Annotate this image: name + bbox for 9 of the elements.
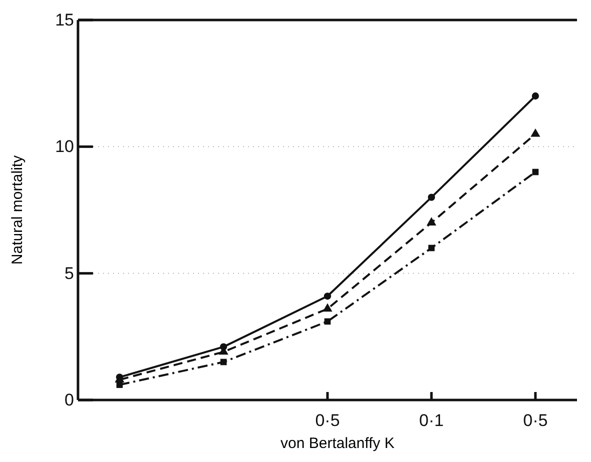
y-tick-label: 10 xyxy=(55,137,74,156)
x-tick-label: 0·5 xyxy=(315,411,340,430)
x-tick-label: 0·5 xyxy=(523,411,548,430)
y-tick-label: 15 xyxy=(55,10,74,30)
x-tick-label: 0·1 xyxy=(419,411,444,430)
y-tick-label: 0 xyxy=(64,390,74,410)
x-axis-title: von Bertalanffy K xyxy=(280,435,394,452)
y-tick-label: 5 xyxy=(64,264,74,283)
y-axis-title: Natural mortality xyxy=(9,154,26,265)
